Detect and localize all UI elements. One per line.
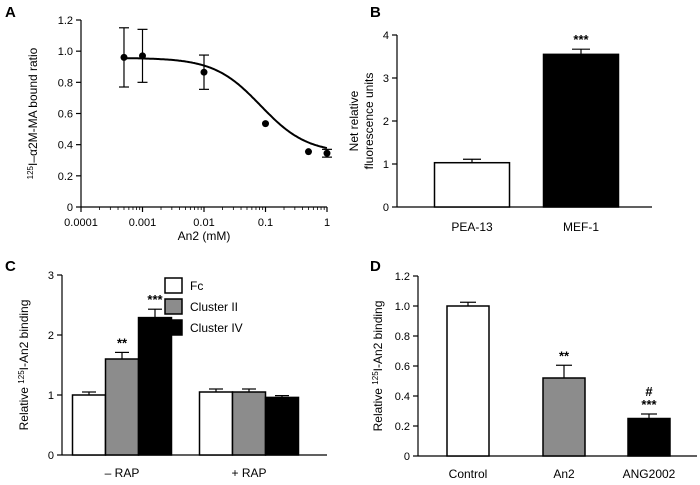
panel-c-y-tick-label: 2 xyxy=(48,330,54,342)
panel-d-y-tick-label: 0.8 xyxy=(395,331,410,343)
panel-d-y-axis-label: Relative 125I-An2 binding xyxy=(371,301,386,432)
panel-b-bar xyxy=(433,161,511,208)
panel-letter-d: D xyxy=(370,258,381,275)
panel-d-bar xyxy=(446,305,490,457)
panel-b-y-tick-label: 0 xyxy=(383,202,389,214)
panel-c-bar xyxy=(137,316,173,456)
panel-b-y-tick-label: 1 xyxy=(383,159,389,171)
panel-a-data-point xyxy=(200,68,208,76)
panel-a-x-tick-label: 1 xyxy=(324,217,330,229)
panel-a-y-tick-label: 1.0 xyxy=(58,46,73,58)
panel-c-legend-label: Cluster II xyxy=(190,300,238,314)
panel-d-y-tick-label: 0.4 xyxy=(395,391,410,403)
panel-a-y-tick-label: 0.4 xyxy=(58,140,73,152)
panel-a-x-tick-label: 0.01 xyxy=(193,217,214,229)
panel-d-y-tick-label: 0.2 xyxy=(395,421,410,433)
panel-a-x-tick-label: 0.1 xyxy=(258,217,273,229)
panel-d-binding-bar-chart: 0 0.2 0.4 0.6 0.8 1.0 1.2 Control An2 ** ANG2002 **… xyxy=(371,271,697,481)
panel-a-y-tick-label: 0.2 xyxy=(58,171,73,183)
panel-c-bar xyxy=(231,391,267,456)
panel-letter-a: A xyxy=(5,4,16,21)
panel-c-bar xyxy=(198,391,234,456)
panel-c-category-label: + RAP xyxy=(231,466,266,480)
panel-c-legend-label: Fc xyxy=(190,279,203,293)
panel-d-hash-annotation: # xyxy=(645,384,653,399)
panel-d-significance-label: ** xyxy=(559,348,570,363)
panel-c-y-tick-label: 1 xyxy=(48,390,54,402)
panel-b-significance-label: *** xyxy=(573,32,589,47)
panel-a-fit-curve xyxy=(124,57,328,150)
panel-a-y-tick-label: 0.8 xyxy=(58,77,73,89)
panel-c-bar xyxy=(104,358,140,456)
panel-d-y-tick-label: 0 xyxy=(404,451,410,463)
panel-c-y-axis-label: Relative 125I-An2 binding xyxy=(17,300,32,431)
panel-a-x-tick-label: 0.0001 xyxy=(64,217,98,229)
panel-d-bar xyxy=(542,377,586,457)
panel-a-x-axis-label: An2 (mM) xyxy=(178,229,231,243)
panel-b-y-axis-label-line2: fluorescence units xyxy=(362,73,376,170)
panel-b-category-label: PEA-13 xyxy=(451,220,493,234)
panel-a-data-point xyxy=(304,148,312,156)
panel-d-y-tick-label: 1.0 xyxy=(395,301,410,313)
panel-d-category-label: ANG2002 xyxy=(623,467,676,481)
panel-c-y-tick-label: 0 xyxy=(48,450,54,462)
panel-b-fluorescence-bar-chart: 0 1 2 3 4 PEA-13 MEF-1 *** Net relative fluoresce… xyxy=(347,30,652,234)
panel-a-data-point xyxy=(262,120,269,128)
panel-d-significance-label: *** xyxy=(641,397,657,412)
panel-a-data-point xyxy=(120,53,128,61)
panel-b-bar xyxy=(542,53,620,208)
panel-c-legend-label: Cluster IV xyxy=(190,321,243,335)
panel-b-y-tick-label: 2 xyxy=(383,116,389,128)
panel-letter-b: B xyxy=(370,4,381,21)
panel-b-y-tick-label: 3 xyxy=(383,73,389,85)
panel-d-bar xyxy=(627,417,671,457)
panel-a-y-tick-label: 0 xyxy=(67,202,73,214)
panel-letter-c: C xyxy=(5,258,16,275)
panel-d-category-label: Control xyxy=(449,467,488,481)
panel-c-significance-label: *** xyxy=(147,292,163,307)
panel-b-y-tick-label: 4 xyxy=(383,30,389,42)
panel-b-y-axis-label-line1: Net relative xyxy=(347,90,361,151)
panel-c-legend-swatch xyxy=(164,277,183,294)
panel-a-dose-response-chart: 0 0.2 0.4 0.6 0.8 1.0 1.2 0.0001 0.001 0.01 0.1 1 An… xyxy=(26,15,332,243)
panel-a-y-tick-label: 0.6 xyxy=(58,109,73,121)
panel-c-significance-label: ** xyxy=(117,335,128,350)
panel-a-x-tick-label: 0.001 xyxy=(129,217,157,229)
panel-c-category-label: – RAP xyxy=(105,466,140,480)
panel-c-legend-swatch xyxy=(164,298,183,315)
panel-b-category-label: MEF-1 xyxy=(563,220,599,234)
panel-a-data-point xyxy=(323,149,331,157)
panel-c-y-tick-label: 3 xyxy=(48,270,54,282)
panel-a-y-tick-label: 1.2 xyxy=(58,15,73,27)
panel-c-bar xyxy=(264,396,300,456)
panel-c-legend-swatch xyxy=(164,319,183,336)
panel-a-data-point xyxy=(139,52,146,60)
panel-d-category-label: An2 xyxy=(553,467,575,481)
panel-d-y-tick-label: 0.6 xyxy=(395,361,410,373)
panel-a-y-axis-label: 125I–α2M-MA bound ratio xyxy=(26,47,41,179)
panel-c-bar xyxy=(71,394,107,456)
panel-d-y-tick-label: 1.2 xyxy=(395,271,410,283)
